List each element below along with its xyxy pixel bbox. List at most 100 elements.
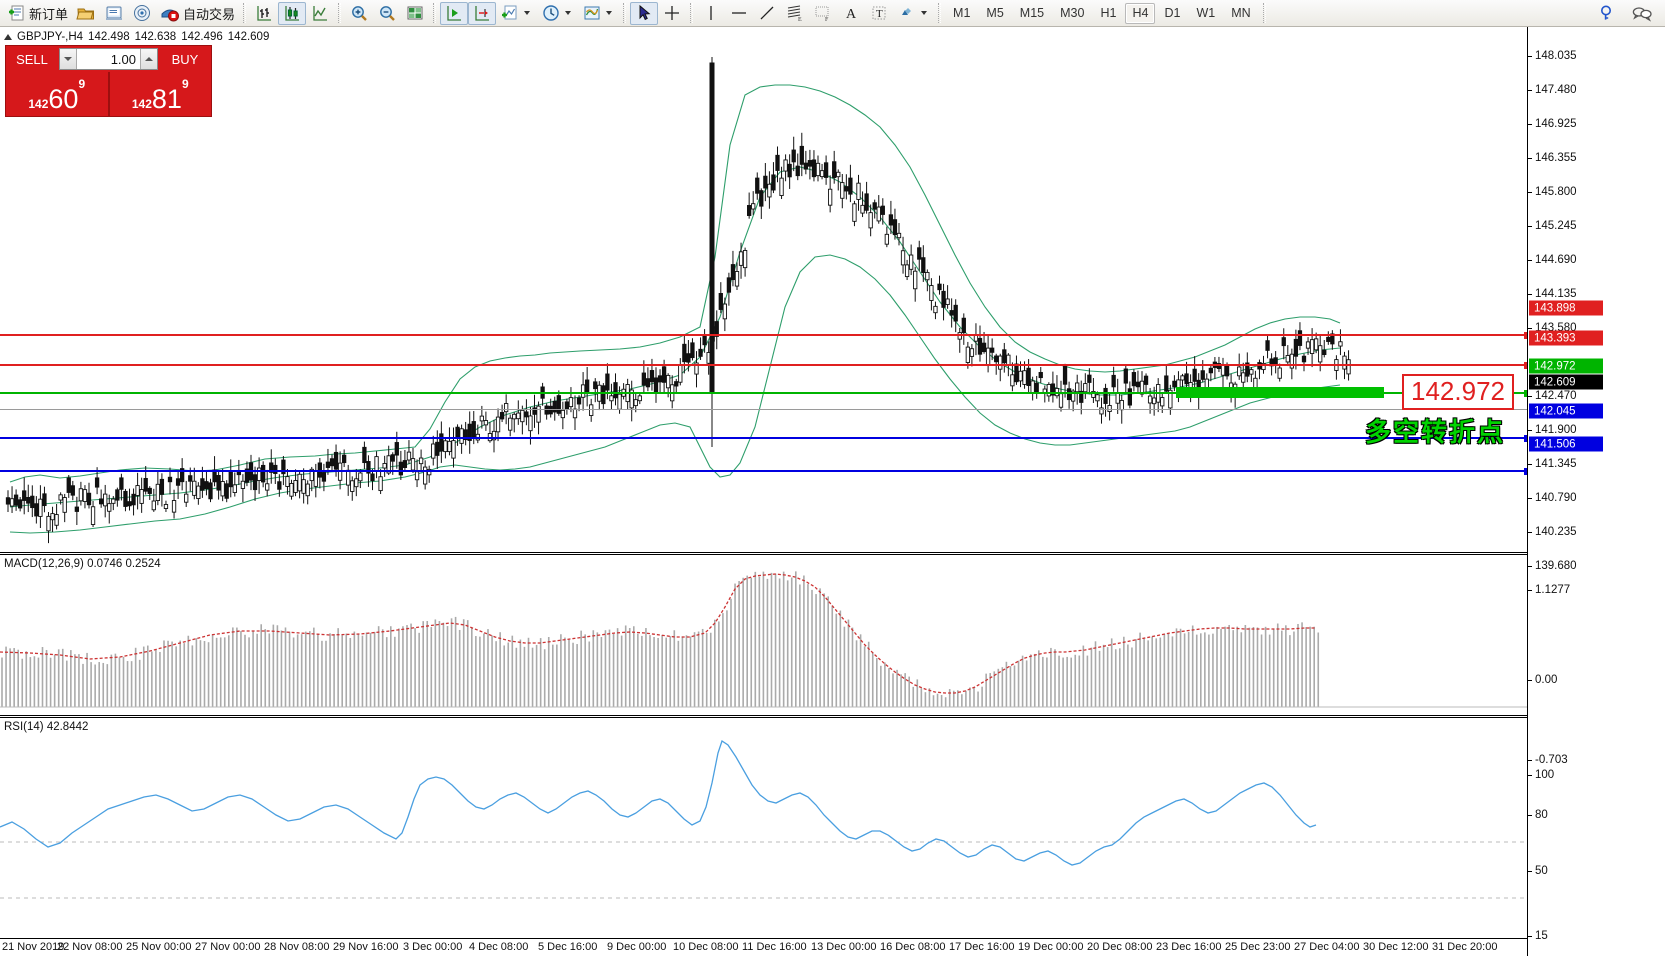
chart-shift-button[interactable] [468,1,497,25]
price-axis[interactable]: 148.035 147.480 146.925 146.355 145.800 … [1527,27,1665,956]
volume-decrease-button[interactable] [60,49,77,69]
timeframe-d1[interactable]: D1 [1164,6,1181,20]
timeframe-m15[interactable]: M15 [1019,6,1045,20]
symbol-name: GBPJPY-,H4 [17,31,84,43]
axis-tick: 145.245 [1528,220,1577,232]
search-icon[interactable] [1597,3,1617,23]
support-line-141506[interactable] [0,468,1531,475]
timeframe-m5[interactable]: M5 [986,6,1004,20]
rsi-indicator-label[interactable]: RSI(14) 42.8442 [4,721,89,733]
resistance-line-143898[interactable] [0,332,1531,339]
rsi-axis-tick: 15 [1528,930,1548,942]
trendline-button[interactable] [753,2,781,25]
folder-button[interactable] [72,2,100,25]
price-badge-support-2[interactable]: 141.506 [1529,436,1603,452]
line-chart-button[interactable] [306,2,334,25]
sell-label[interactable]: SELL [16,51,48,67]
bollinger-lower-line [9,254,1341,534]
chevron-down-icon[interactable] [921,11,928,15]
oct-price-row: 142 60 9 142 81 9 [6,72,211,116]
crosshair-icon [662,3,682,23]
new-order-label: 新订单 [29,6,69,22]
sell-price-pipette: 9 [78,77,86,91]
axis-tick: 144.135 [1528,288,1577,300]
axis-tick: 148.035 [1528,50,1577,62]
chevron-down-icon[interactable] [524,11,531,15]
horizontal-line-button[interactable] [725,2,753,25]
price-badge-resistance-2[interactable]: 143.393 [1529,330,1603,346]
buy-label[interactable]: BUY [171,51,199,67]
toolbar-separator [938,3,942,23]
periods-button[interactable] [537,2,578,25]
green-zone-highlight[interactable] [1176,387,1384,398]
templates-icon [582,3,602,23]
price-callout-tag[interactable]: 142.972 [1402,374,1514,410]
time-label: 23 Dec 16:00 [1156,941,1222,953]
one-click-trading-panel[interactable]: SELL 1.00 BUY 142 60 9 142 81 9 [5,45,212,117]
pane-divider-macd[interactable] [0,552,1527,555]
chart-canvas[interactable]: 142.972 多空转折点 MACD(12,26,9) 0.0746 0.252… [0,27,1665,956]
price-badge-pivot[interactable]: 142.972 [1529,358,1603,374]
chinese-annotation-text[interactable]: 多空转折点 [1365,417,1506,447]
volume-increase-button[interactable] [140,49,157,69]
macd-indicator-label[interactable]: MACD(12,26,9) 0.0746 0.2524 [4,558,161,570]
fibo-icon: E [785,3,805,23]
new-order-button[interactable]: 新订单 [2,2,72,25]
timeframe-h4[interactable]: H4 [1125,2,1156,24]
buy-price-integer: 142 [131,97,152,111]
vertical-line-button[interactable] [697,2,725,25]
fibo-button[interactable]: E [781,2,809,25]
symbol-header[interactable]: GBPJPY-,H4 142.498 142.638 142.496 142.6… [4,31,269,43]
zoom-out-button[interactable] [373,2,401,25]
cursor-button[interactable] [630,1,659,25]
axis-tick: 144.690 [1528,254,1577,266]
auto-scroll-button[interactable] [440,1,469,25]
zoom-out-icon [377,3,397,23]
time-axis[interactable]: 21 Nov 2019 22 Nov 08:00 25 Nov 00:00 27… [0,938,1527,956]
chat-icon[interactable] [1631,3,1652,23]
candlestick-chart-button[interactable] [278,1,307,25]
timeframe-mn[interactable]: MN [1231,6,1251,20]
zoom-in-icon [349,3,369,23]
zoom-in-button[interactable] [345,2,373,25]
indicators-button[interactable] [496,2,537,25]
channel-button[interactable]: F [809,2,837,25]
axis-tick: 146.925 [1528,118,1577,130]
timeframe-m1[interactable]: M1 [953,6,971,20]
volume-stepper[interactable]: 1.00 [59,48,158,70]
tile-windows-button[interactable] [401,2,429,25]
price-badge-current[interactable]: 142.609 [1529,374,1603,390]
chevron-down-icon[interactable] [565,11,572,15]
timeframe-m30[interactable]: M30 [1060,6,1085,20]
toolbar-separator [623,3,627,23]
sell-price-button[interactable]: 142 60 9 [6,72,108,116]
timeframe-w1[interactable]: W1 [1196,6,1216,20]
terminal-button[interactable] [100,2,128,25]
resistance-line-143393[interactable] [0,362,1531,369]
support-line-142045[interactable] [0,435,1531,442]
bar-chart-button[interactable] [250,2,278,25]
timeframe-h1[interactable]: H1 [1100,6,1117,20]
chevron-down-icon[interactable] [606,11,613,15]
price-badge-resistance-1[interactable]: 143.898 [1529,300,1603,316]
price-badge-support-1[interactable]: 142.045 [1529,403,1603,419]
buy-price-button[interactable]: 142 81 9 [109,72,211,116]
time-label: 31 Dec 20:00 [1432,941,1498,953]
time-label: 29 Nov 16:00 [333,941,399,953]
tile-windows-icon [405,3,425,23]
autotrading-button[interactable]: 自动交易 [156,2,239,25]
text-label-icon: T [869,3,889,23]
text-label-button[interactable]: T [865,2,893,25]
text-button[interactable]: A [837,2,865,25]
pane-divider-rsi[interactable] [0,715,1527,718]
crosshair-button[interactable] [658,2,686,25]
ohlc-open: 142.498 [88,31,130,43]
volume-value[interactable]: 1.00 [110,51,136,67]
templates-button[interactable] [578,2,619,25]
shapes-button[interactable] [893,2,934,25]
oct-top-row: SELL 1.00 BUY [6,46,211,72]
collapse-triangle-icon[interactable] [4,34,12,40]
time-label: 27 Nov 00:00 [195,941,261,953]
navigator-button[interactable] [128,2,156,25]
rsi-axis-tick: 50 [1528,865,1548,877]
